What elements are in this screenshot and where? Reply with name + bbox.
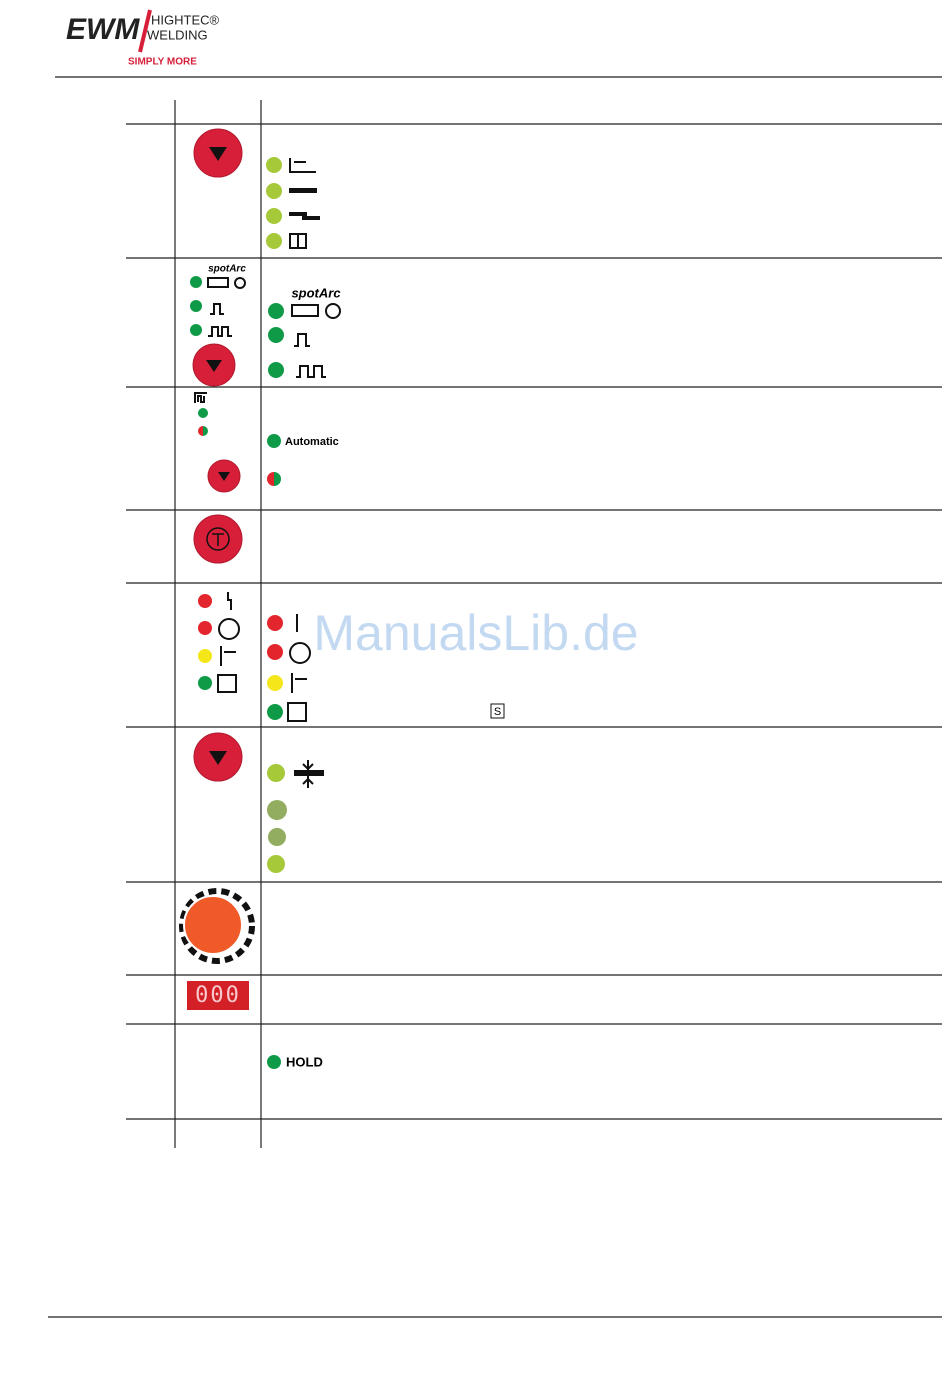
label: spotArc [291,285,341,300]
icon [198,426,203,436]
indicator [266,157,282,173]
indicator [267,675,283,691]
indicator [267,800,287,820]
indicator [267,1055,281,1069]
icon [289,188,317,193]
icon [291,304,319,317]
table-grid [126,100,942,1148]
indicator [268,362,284,378]
indicator [267,764,285,782]
row-2: spotArc spotArc [190,264,341,387]
icon [208,326,232,337]
icon [296,365,326,378]
brand-line: WELDING [147,27,208,42]
icon [294,333,310,347]
icon [220,646,236,666]
indicator [267,855,285,873]
icon [203,426,208,436]
display-text: 000 [195,983,241,1008]
icon [289,212,320,220]
display [187,981,249,1010]
icon [212,533,224,546]
indicator [198,621,212,635]
icon [227,592,232,610]
label: spotArc [208,264,246,275]
icon [289,158,316,173]
row-3: Automatic [194,392,339,493]
indicator [266,208,282,224]
row-1 [193,128,320,249]
indicator [325,303,341,319]
indicator [267,644,283,660]
row-7 [179,888,255,964]
indicator [268,303,284,319]
icon [267,472,274,486]
row-6 [193,732,324,873]
icon [287,702,307,722]
row-8: 000 [187,981,249,1010]
indicator [198,649,212,663]
indicator [266,183,282,199]
label: Automatic [285,436,339,448]
indicator [289,642,311,664]
slogan: SIMPLY MORE [128,57,197,68]
indicator [198,594,212,608]
icon [206,360,222,372]
indicator [267,434,281,448]
indicator [268,327,284,343]
indicator [267,704,283,720]
logo-slash [138,9,152,53]
indicator [266,233,282,249]
icon [207,277,229,288]
icon [210,303,224,315]
indicator [206,527,230,551]
row-9: HOLD [267,1054,323,1069]
row-5: S [198,592,505,722]
indicator [198,408,208,418]
label: S [494,706,501,718]
indicator [268,828,286,846]
knob[interactable] [183,895,243,955]
icon [291,673,307,693]
row-4 [193,514,243,564]
icon [194,392,207,403]
logo: EWM HIGHTEC® WELDING SIMPLY MORE [66,9,220,68]
indicator [198,676,212,690]
icon [209,751,227,765]
brand-line: HIGHTEC® [151,12,220,27]
icon [302,760,314,788]
indicator [218,618,240,640]
watermark: ManualsLib.de [313,605,638,661]
indicator [267,615,283,631]
indicator [234,277,246,289]
knob-ring [179,888,255,964]
indicator [190,276,202,288]
indicator [190,324,202,336]
label: HOLD [286,1054,323,1069]
icon [217,674,237,693]
icon [274,472,281,486]
icon [218,472,230,481]
icon [209,147,227,161]
logo-text: EWM [66,13,140,46]
indicator [190,300,202,312]
icon [490,703,505,719]
